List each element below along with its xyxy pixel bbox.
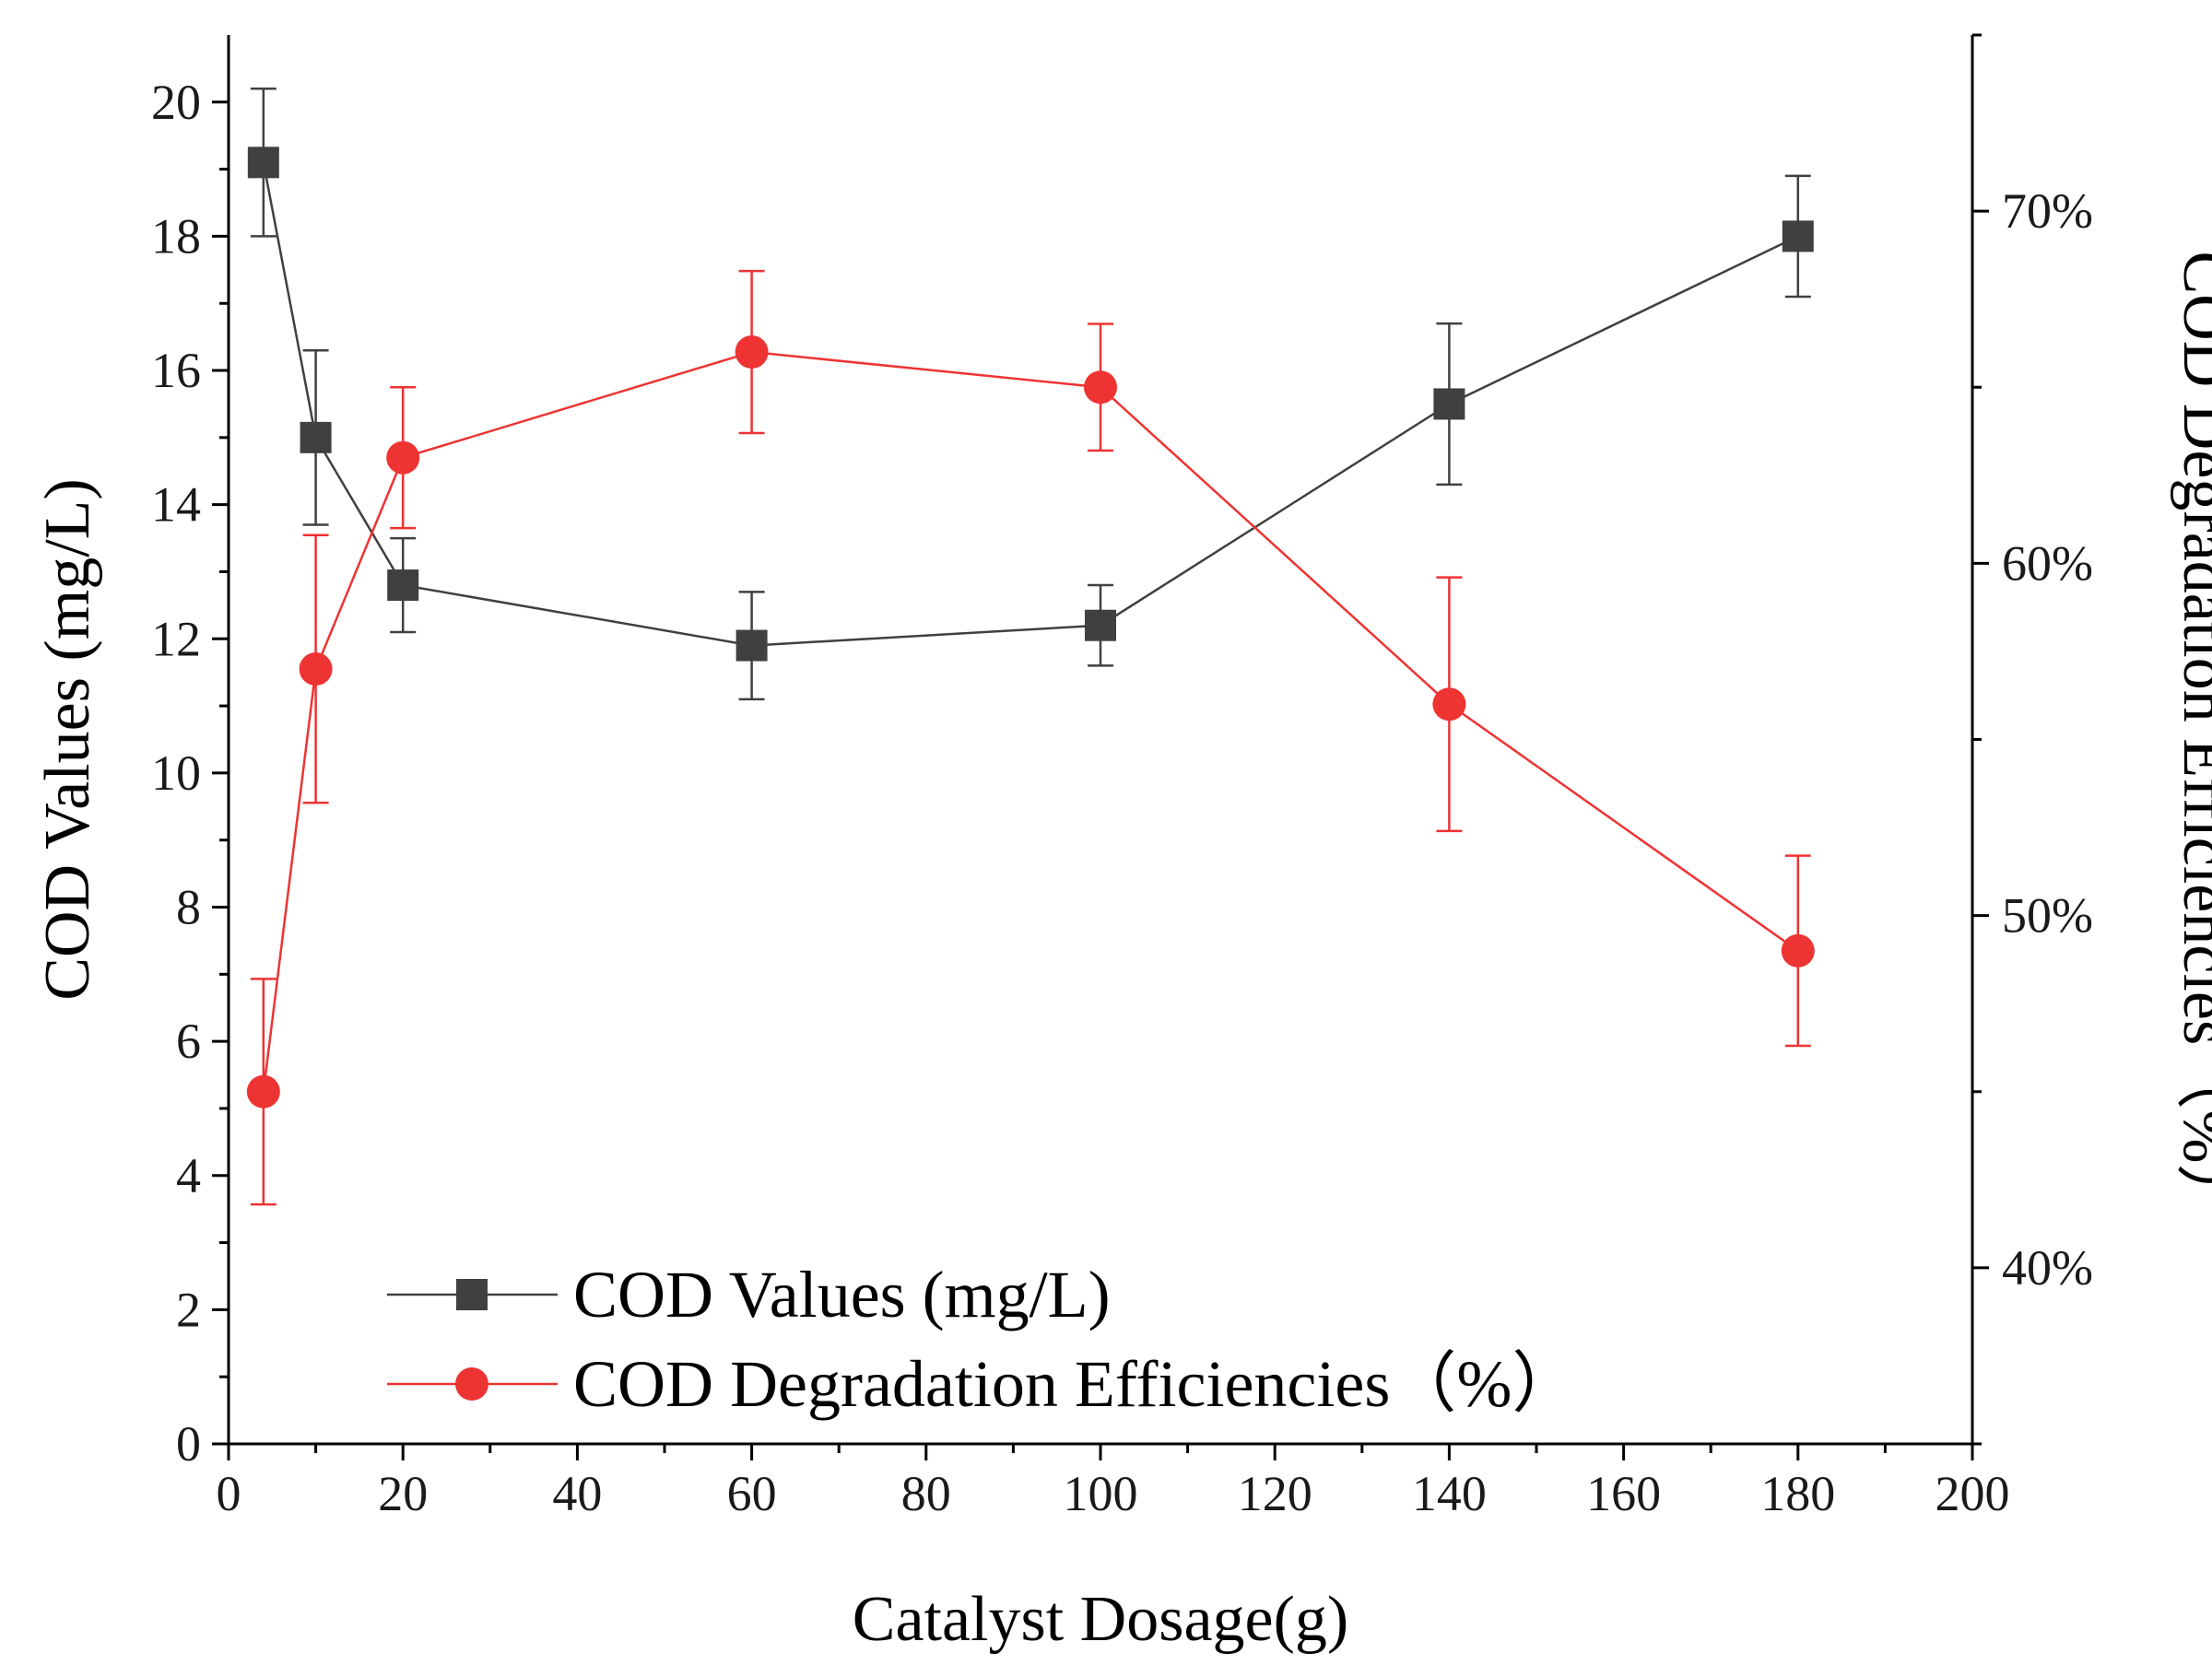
x-tick-label: 80 bbox=[901, 1466, 951, 1521]
data-point-circle bbox=[1781, 933, 1815, 968]
x-tick-label: 60 bbox=[727, 1466, 777, 1521]
data-point-circle bbox=[1432, 687, 1466, 721]
x-tick-label: 180 bbox=[1760, 1466, 1835, 1521]
y-tick-label: 6 bbox=[176, 1014, 201, 1069]
series-line bbox=[262, 162, 1799, 647]
data-point-square bbox=[735, 629, 768, 662]
data-point-circle bbox=[1084, 370, 1117, 405]
x-tick-label: 120 bbox=[1238, 1466, 1312, 1521]
y-tick-label: 10 bbox=[151, 745, 201, 801]
y2-tick-label: 60% bbox=[2002, 535, 2093, 591]
y2-axis-title: COD Degradation Efficiencies（%） bbox=[2170, 251, 2212, 1227]
legend-label: COD Degradation Efficiencies（%） bbox=[573, 1347, 1578, 1421]
series-cod-degradation bbox=[246, 269, 1815, 1206]
x-tick-label: 160 bbox=[1586, 1466, 1661, 1521]
data-point-square bbox=[1433, 388, 1465, 420]
y-tick-label: 16 bbox=[151, 343, 201, 398]
y2-tick-label: 50% bbox=[2002, 888, 2093, 944]
y-tick-label: 12 bbox=[151, 611, 201, 666]
x-tick-label: 140 bbox=[1412, 1466, 1487, 1521]
data-point-square bbox=[247, 147, 279, 179]
series-line bbox=[262, 350, 1799, 1092]
y2-tick-label: 70% bbox=[2002, 183, 2093, 239]
axes: Catalyst Dosage(g) COD Values (mg/L) COD D… bbox=[32, 35, 2212, 1655]
data-point-square bbox=[387, 569, 419, 602]
y2-tick-label: 40% bbox=[2002, 1240, 2093, 1296]
y-tick-label: 2 bbox=[176, 1282, 201, 1337]
legend-marker-square bbox=[456, 1279, 488, 1310]
x-tick-label: 200 bbox=[1936, 1466, 2010, 1521]
y-tick-label: 18 bbox=[151, 208, 201, 264]
legend-label: COD Values (mg/L) bbox=[573, 1258, 1111, 1331]
x-tick-label: 0 bbox=[217, 1466, 241, 1521]
y-tick-label: 8 bbox=[176, 880, 201, 935]
series-cod-values bbox=[247, 87, 1814, 701]
y-axis-title: COD Values (mg/L) bbox=[32, 478, 103, 1000]
y-tick-label: 20 bbox=[151, 75, 201, 130]
y-tick-label: 0 bbox=[176, 1416, 201, 1472]
x-tick-label: 40 bbox=[552, 1466, 602, 1521]
series bbox=[246, 87, 1815, 1206]
x-tick-label: 20 bbox=[378, 1466, 428, 1521]
data-point-circle bbox=[735, 335, 769, 369]
data-point-circle bbox=[299, 652, 333, 686]
ticks: 0 20 40 60 80 100 120 140 160 180 200 0 2 4 6 8 10 12 14 16… bbox=[151, 33, 2093, 1521]
data-point-square bbox=[1085, 609, 1116, 641]
data-point-square bbox=[1782, 220, 1814, 252]
y-tick-label: 14 bbox=[151, 477, 201, 533]
data-point-circle bbox=[386, 440, 420, 475]
x-axis-title: Catalyst Dosage(g) bbox=[853, 1584, 1348, 1655]
x-tick-label: 100 bbox=[1064, 1466, 1138, 1521]
data-point-circle bbox=[246, 1074, 280, 1108]
data-point-square bbox=[300, 421, 332, 453]
legend: COD Values (mg/L) COD Degradation Efficie… bbox=[387, 1258, 1578, 1421]
legend-marker-circle bbox=[455, 1367, 488, 1401]
y-tick-label: 4 bbox=[176, 1148, 201, 1203]
